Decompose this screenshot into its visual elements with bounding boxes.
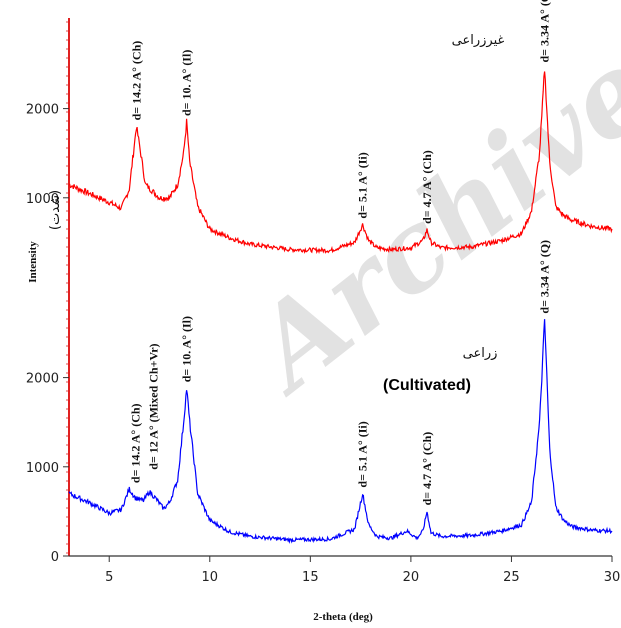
y-tick-top-1000-label: 1000 — [26, 192, 59, 207]
annotation-bottom-2: d= 10. A° (Il) — [180, 316, 194, 382]
x-tick-25-label: 25 — [503, 570, 520, 585]
y-tick-bottom-1000-label: 1000 — [26, 461, 59, 476]
x-axis-label: 2-theta (deg) — [313, 611, 373, 623]
peak-annotations: d= 14.2 A° (Ch) d= 10. A° (Il) d= 5.1 A° (… — [128, 0, 551, 505]
y-ticks: 1000 2000 0 1000 2000 — [26, 21, 69, 565]
x-ticks: 5 10 15 20 25 30 — [105, 556, 620, 585]
x-tick-10-label: 10 — [202, 570, 219, 585]
annotation-bottom-1: d= 12 A° (Mixed Ch+Vr) — [147, 343, 161, 469]
y-axis-label: Intensity — [27, 241, 39, 283]
annotation-bottom-4: d= 4.7 A° (Ch) — [420, 432, 434, 506]
x-tick-15-label: 15 — [302, 570, 319, 585]
annotation-bottom-3: d= 5.1 A° (Ii) — [356, 421, 370, 487]
y-axis-label-fa: (شدت) — [48, 190, 63, 230]
label-cultivated: زراعی — [463, 346, 498, 361]
annotation-top-3: d= 4.7 A° (Ch) — [420, 150, 434, 224]
y-tick-top-2000-label: 2000 — [26, 103, 59, 118]
annotation-top-2: d= 5.1 A° (Ii) — [356, 152, 370, 218]
annotation-top-4: d= 3.34 A° (Q) — [538, 0, 552, 63]
annotation-top-1: d= 10. A° (Il) — [180, 50, 194, 116]
annotation-top-0: d= 14.2 A° (Ch) — [129, 41, 143, 121]
series-noncultivated-line — [68, 71, 613, 255]
series-cultivated-line — [68, 319, 613, 544]
label-noncultivated: غیرزراعی — [452, 33, 505, 48]
annotation-bottom-5: d= 3.34 A° (Q) — [538, 240, 552, 314]
label-cultivated-en: (Cultivated) — [383, 377, 471, 394]
x-tick-5-label: 5 — [105, 570, 113, 585]
y-tick-bottom-2000-label: 2000 — [26, 372, 59, 387]
x-tick-30-label: 30 — [604, 570, 621, 585]
y-tick-bottom-0-label: 0 — [51, 550, 59, 565]
x-tick-20-label: 20 — [403, 570, 420, 585]
annotation-bottom-0: d= 14.2 A° (Ch) — [128, 403, 142, 483]
